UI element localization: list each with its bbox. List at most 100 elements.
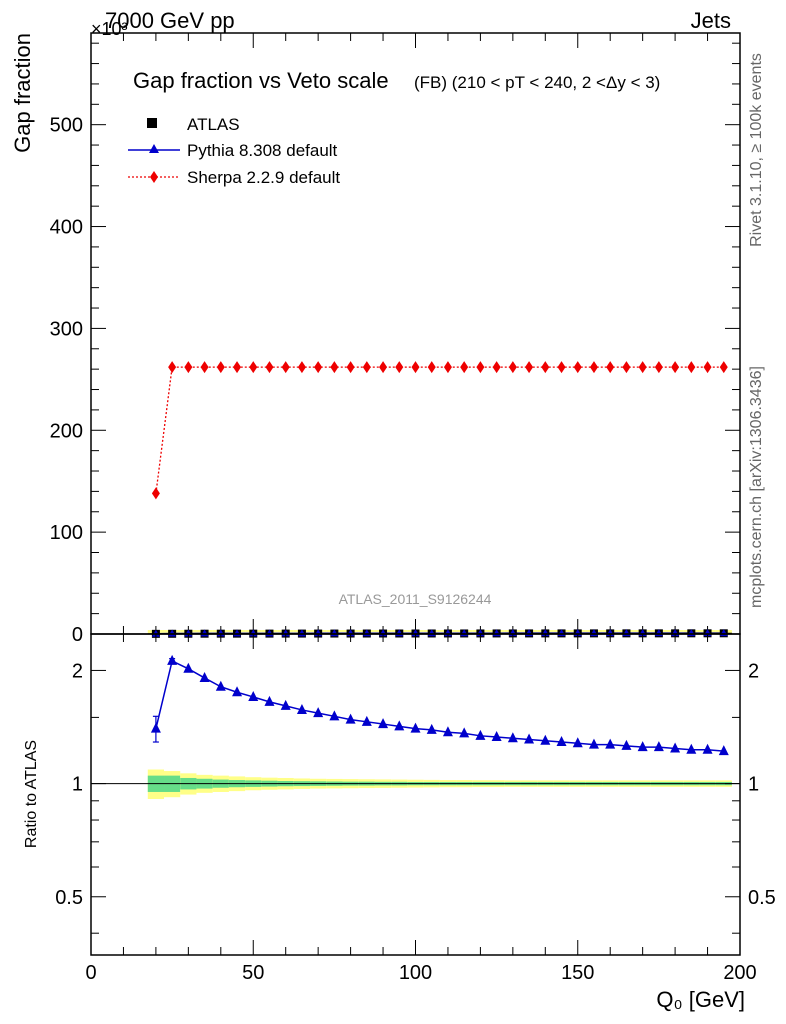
sherpa-point [265,361,274,374]
pythia-ratio-point [686,743,697,754]
rivet-label: Rivet 3.1.10, ≥ 100k events [748,53,765,247]
sherpa-point [541,361,550,374]
main-y-axis-label: Gap fraction [10,33,35,153]
pythia-ratio-point [167,654,178,665]
sherpa-point [654,361,663,374]
sherpa-point [233,361,242,374]
sherpa-point [622,361,631,374]
pythia-ratio-point [491,731,502,742]
legend: ATLAS Pythia 8.308 default Sherpa 2.2.9 … [128,115,340,187]
pythia-ratio-point [329,710,340,721]
x-tick-label: 150 [561,962,594,984]
main-y-tick-label: 0 [72,624,83,646]
pythia-ratio-point [280,699,291,710]
x-tick-label: 50 [242,962,264,984]
sherpa-point [330,361,339,374]
legend-sherpa-label: Sherpa 2.2.9 default [187,168,340,187]
pythia-ratio-point [426,723,437,734]
sherpa-point [184,361,193,374]
x-axis-label: Q₀ [GeV] [656,987,745,1012]
pythia-ratio-point [718,745,729,756]
analysis-label: ATLAS_2011_S9126244 [339,591,492,607]
ratio-y-axis-label: Ratio to ATLAS [23,740,40,848]
ratio-panel: 0.5 0.5 1 1 2 2 0 50 100 150 200 Ratio to ATLAS Q… [23,633,776,1012]
sherpa-point [427,361,436,374]
pythia-ratio-point [637,741,648,752]
pythia-ratio-point [215,680,226,691]
sherpa-point [589,361,598,374]
pythia-ratio-point [296,703,307,714]
sherpa-point [395,361,404,374]
pythia-ratio-point [653,741,664,752]
ratio-y-ticks: 0.5 0.5 1 1 2 2 [55,660,776,934]
pythia-ratio-point [540,734,551,745]
main-y-tick-label: 400 [50,217,83,239]
pythia-ratio-point [572,737,583,748]
pythia-ratio-point [150,722,161,733]
mcplots-label: mcplots.cern.ch [arXiv:1306.3436] [748,366,765,608]
process-label: Jets [691,8,731,33]
pythia-ratio-point [670,742,681,753]
sherpa-points [151,361,728,500]
sherpa-series-line [155,366,724,494]
legend-sherpa-marker [150,171,158,183]
sherpa-point [281,361,290,374]
main-y-tick-label: 100 [50,522,83,544]
sherpa-point [151,487,160,500]
pythia-ratio-point [475,729,486,740]
sherpa-point [443,361,452,374]
pythia-ratio-point [394,720,405,731]
pythia-ratio-point [507,732,518,743]
multiplier-label: ×10³ [91,19,128,39]
sherpa-point [379,361,388,374]
pythia-ratio-line [155,659,724,752]
sherpa-point [606,361,615,374]
pythia-ratio-point [556,736,567,747]
sherpa-point [346,361,355,374]
pythia-ratio-point [588,738,599,749]
ratio-x-ticks: 0 50 100 150 200 [85,634,757,984]
sherpa-point [508,361,517,374]
main-y-tick-label: 500 [50,115,83,137]
main-y-tick-label: 300 [50,318,83,340]
chart-title: Gap fraction vs Veto scale [133,68,389,93]
sherpa-point [573,361,582,374]
ratio-frame [90,633,741,956]
legend-pythia-label: Pythia 8.308 default [187,141,338,160]
pythia-ratio-point [361,715,372,726]
ratio-y-tick-label-right: 1 [748,774,759,796]
sherpa-point [525,361,534,374]
pythia-ratio-point [199,671,210,682]
pythia-ratio-point [410,722,421,733]
ratio-y-tick-label-left: 0.5 [55,887,83,909]
pythia-ratio-point [702,743,713,754]
sherpa-point [249,361,258,374]
pythia-point [168,629,177,637]
sherpa-point [460,361,469,374]
sherpa-point [671,361,680,374]
sherpa-point [638,361,647,374]
legend-atlas-marker [147,118,157,128]
sherpa-point [687,361,696,374]
x-tick-label: 0 [85,962,96,984]
pythia-ratio-point [442,726,453,737]
pythia-ratio-point [183,662,194,673]
sherpa-point [492,361,501,374]
pythia-ratio-point [345,713,356,724]
sherpa-point [314,361,323,374]
chart-subtitle: (FB) (210 < pT < 240, 2 <Δy < 3) [414,73,660,92]
legend-atlas-label: ATLAS [187,115,240,134]
pythia-ratio-point [621,739,632,750]
pythia-ratio-point [605,738,616,749]
ratio-y-tick-label-right: 2 [748,660,759,682]
pythia-ratio-point [524,733,535,744]
sherpa-point [719,361,728,374]
sherpa-point [362,361,371,374]
ratio-y-tick-label-right: 0.5 [748,887,776,909]
x-tick-label: 100 [399,962,432,984]
main-panel: 0 100 200 300 400 500 Gap fraction Gap fracti… [10,32,741,646]
pythia-ratio-points [150,654,729,756]
energy-label: 7000 GeV pp [105,8,235,33]
sherpa-point [168,361,177,374]
